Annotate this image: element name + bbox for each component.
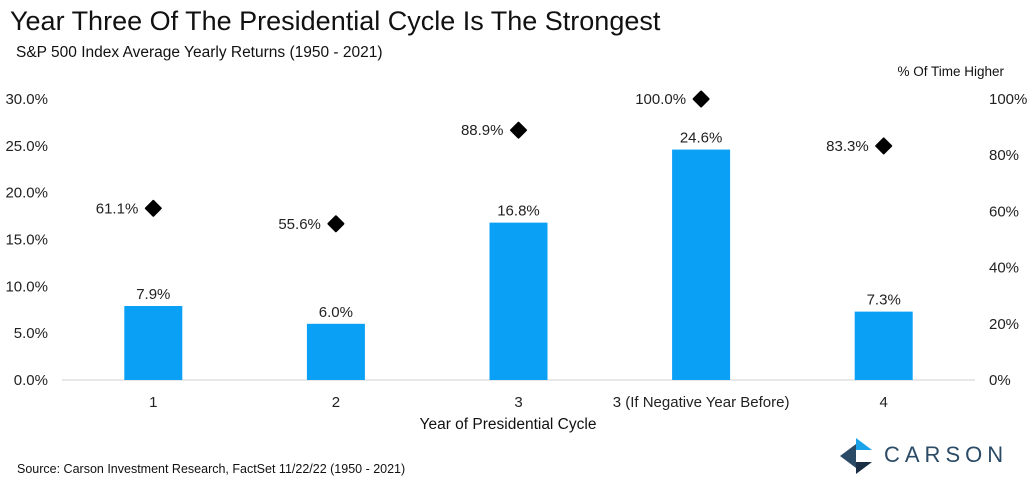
bar-value-label: 16.8% [497,203,540,220]
right-axis-tick-label: 40% [989,260,1019,277]
diamond-marker [692,90,710,108]
right-axis: 0% 20% 40% 60% 80% 100% [989,91,1027,389]
x-axis-tick-label: 3 (If Negative Year Before) [613,394,790,411]
marker-value-label: 83.3% [826,138,869,155]
right-axis-tick-label: 20% [989,316,1019,333]
marker-value-label: 88.9% [461,122,504,139]
bar [124,306,183,380]
diamond-marker [510,121,527,139]
left-axis-tick-label: 0.0% [14,372,48,389]
right-axis-tick-label: 60% [989,203,1019,220]
bar-series: 7.9% 6.0% 16.8% 24.6% 7.3% [124,130,913,380]
right-axis-title: % Of Time Higher [897,64,1004,79]
source-note: Source: Carson Investment Research, Fact… [17,462,406,476]
left-axis-tick-label: 30.0% [5,91,48,108]
right-axis-tick-label: 0% [989,372,1011,389]
bar-value-label: 6.0% [319,304,353,321]
bar-value-label: 24.6% [680,130,723,147]
bar [672,149,731,380]
x-axis-tick-label: 3 [514,394,522,411]
left-axis-tick-label: 10.0% [5,278,48,295]
bar-value-label: 7.9% [136,286,170,303]
x-axis-tick-labels: 1 2 3 3 (If Negative Year Before) 4 [149,394,888,411]
left-axis-tick-label: 15.0% [5,232,48,249]
left-axis-tick-label: 20.0% [5,185,48,202]
carson-logo-text: CARSON [884,442,1009,467]
marker-value-label: 55.6% [278,216,321,233]
left-axis-tick-label: 25.0% [5,138,48,155]
diamond-marker [875,137,893,155]
x-axis-tick-label: 2 [332,394,340,411]
chart-subtitle: S&P 500 Index Average Yearly Returns (19… [16,44,383,61]
x-axis-tick-label: 1 [149,394,157,411]
right-axis-tick-label: 80% [989,147,1019,164]
bar [306,323,365,380]
bar [489,222,548,380]
chart-title: Year Three Of The Presidential Cycle Is … [10,6,661,36]
bar [854,311,913,380]
right-axis-tick-label: 100% [989,91,1027,108]
diamond-marker [144,199,162,217]
marker-value-label: 100.0% [635,91,686,108]
carson-logo-icon [840,438,872,474]
x-axis-title: Year of Presidential Cycle [420,416,597,433]
carson-logo: CARSON [838,436,1023,476]
marker-value-label: 61.1% [96,200,139,217]
diamond-marker [327,215,345,233]
bar-value-label: 7.3% [867,292,901,309]
marker-series: 61.1% 55.6% 88.9% 100.0% 83.3% [96,90,893,233]
x-axis-tick-label: 4 [880,394,888,411]
left-axis: 0.0% 5.0% 10.0% 15.0% 20.0% 25.0% 30.0% [5,91,48,389]
left-axis-tick-label: 5.0% [14,325,48,342]
